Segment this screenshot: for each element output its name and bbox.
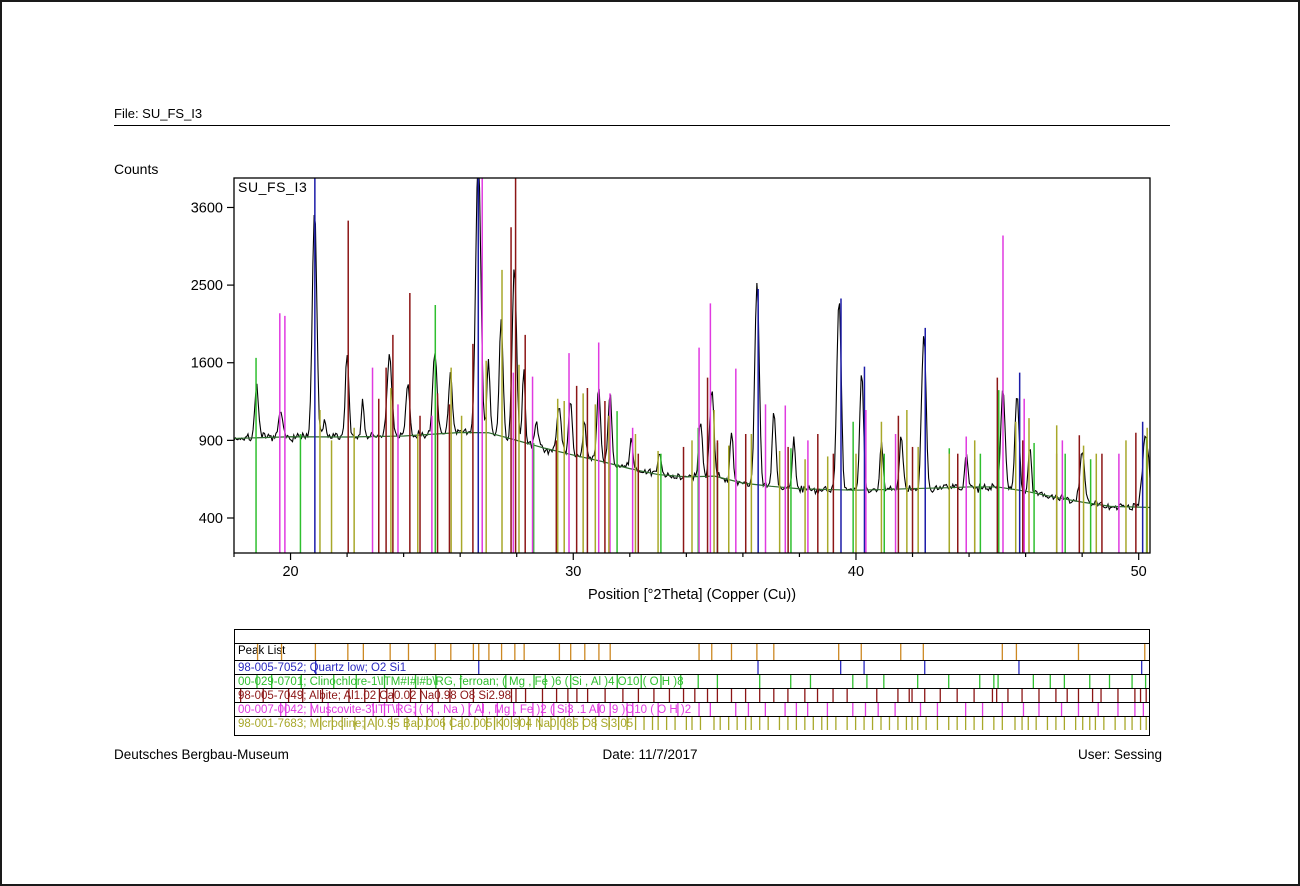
file-label: File: SU_FS_I3 <box>114 106 203 121</box>
y-tick-label: 400 <box>199 511 223 527</box>
sample-label: SU_FS_I3 <box>238 179 307 195</box>
peak-table-row-2: 00-029-0701; Clinochlore-1\ITM#I#I#b\RG,… <box>235 674 1149 688</box>
phase-lines-quartz-low <box>314 178 1144 553</box>
x-tick-label: 30 <box>565 564 581 580</box>
peak-table-row-3: 98-005-7049; Albite; Al1.02 Ca0.02 Na0.9… <box>235 688 1149 702</box>
phase-lines-microcline <box>319 269 1148 553</box>
x-tick-label: 20 <box>282 564 298 580</box>
phase-lines-muscovite-3t <box>279 178 1120 553</box>
phase-lines-albite <box>347 178 1148 553</box>
plot-border <box>233 177 1151 554</box>
footer-user: User: Sessing <box>1077 747 1162 762</box>
peak-list-table: Peak List 98-005-7052; Quartz low; O2 Si1… <box>234 629 1150 736</box>
axis-ticks: 20 30 40 50 3600 2500 1600 900 400 <box>191 200 1147 580</box>
peak-table-row-1: 98-005-7052; Quartz low; O2 Si1 <box>235 660 1149 674</box>
y-tick-label: 900 <box>199 433 223 449</box>
peak-table-row-label: 00-029-0701; Clinochlore-1\ITM#I#I#b\RG,… <box>238 676 684 688</box>
x-tick-label: 40 <box>848 564 864 580</box>
y-tick-label: 2500 <box>191 278 223 294</box>
peak-table-row-label: 00-007-0042; Muscovite-3\ITT\RG; ( K , N… <box>238 704 692 716</box>
footer-date: Date: 11/7/2017 <box>602 747 698 762</box>
x-tick-label: 50 <box>1131 564 1147 580</box>
peak-table-row-label: Peak List <box>238 645 286 657</box>
y-tick-label: 1600 <box>191 356 223 372</box>
peak-table-row-5: 98-001-7683; Microcline; Al0.95 Ba0.006 … <box>235 716 1149 730</box>
y-tick-label: 3600 <box>191 200 223 216</box>
peak-table-row-label: 98-005-7052; Quartz low; O2 Si1 <box>238 662 407 674</box>
diffractogram-svg: 20 30 40 50 3600 2500 1600 900 400 Position [°2Th… <box>191 177 1151 603</box>
peak-table-row-label: 98-001-7683; Microcline; Al0.95 Ba0.006 … <box>238 718 634 730</box>
y-axis-title: Counts <box>114 161 159 177</box>
x-axis-label: Position [°2Theta] (Copper (Cu)) <box>588 587 796 603</box>
peak-table-row-label: 98-005-7049; Albite; Al1.02 Ca0.02 Na0.9… <box>238 690 512 702</box>
peak-table-spacer-row <box>235 630 1149 643</box>
footer-institution: Deutsches Bergbau-Museum <box>114 747 289 762</box>
file-underline <box>114 125 1170 126</box>
peak-table-row-4: 00-007-0042; Muscovite-3\ITT\RG; ( K , N… <box>235 702 1149 716</box>
peak-table-row-0: Peak List <box>235 643 1149 660</box>
diffractogram-chart: 20 30 40 50 3600 2500 1600 900 400 Position [°2Th… <box>142 152 1202 612</box>
peak-table-row-ticks <box>256 644 1146 660</box>
background-curve <box>234 431 1150 509</box>
footer: Deutsches Bergbau-Museum Date: 11/7/2017… <box>2 747 1298 767</box>
